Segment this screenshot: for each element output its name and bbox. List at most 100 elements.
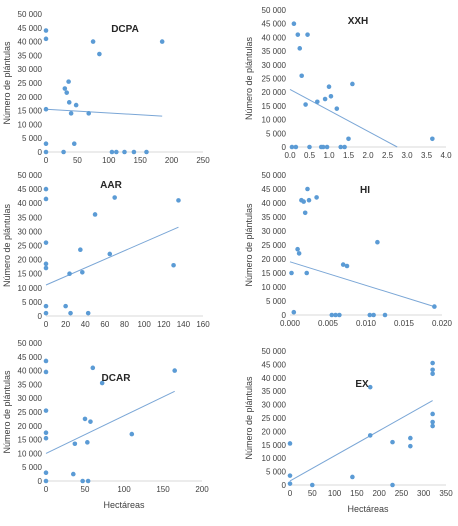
panel-3-data-point: [43, 265, 49, 271]
panel-6-x-tick-label: 150: [350, 489, 364, 498]
panel-4-title: HI: [360, 185, 370, 196]
panel-2-data-point: [324, 144, 330, 150]
panel-5-y-tick-label: 10 000: [18, 449, 43, 458]
panel-1-data-point: [90, 39, 96, 44]
panel-2-data-point: [305, 32, 310, 37]
panel-6-data-point: [367, 433, 373, 438]
panel-3-data-point: [176, 198, 181, 203]
panel-3-x-tick-label: 100: [137, 320, 151, 329]
panel-1-y-tick-label: 0: [38, 148, 43, 157]
panel-1-y-tick-label: 30 000: [18, 65, 43, 74]
panel-2-data-point: [430, 136, 435, 142]
panel-4-data-point: [371, 312, 376, 318]
panel-4-data-point: [305, 186, 310, 192]
panel-4-x-tick-label: 0.005: [318, 319, 339, 328]
panel-1-data-point: [109, 149, 115, 155]
panel-5-y-tick-label: 30 000: [18, 394, 43, 403]
panel-5-data-point: [43, 358, 49, 364]
panel-6-x-axis-label: Hectáreas: [347, 504, 389, 514]
panel-2-x-tick-label: 1.5: [343, 151, 355, 160]
panel-3-y-tick-label: 25 000: [18, 242, 43, 251]
panel-5-y-tick-label: 20 000: [18, 422, 43, 431]
panel-6-data-point: [430, 371, 435, 377]
panel-6-data-point: [287, 441, 293, 446]
panel-2-data-point: [320, 144, 326, 150]
panel-5-data-point: [43, 435, 49, 441]
panel-3-x-tick-label: 120: [157, 320, 171, 329]
panel-5-data-point: [99, 380, 105, 386]
panel-3-data-point: [78, 247, 83, 253]
panel-5-x-tick-label: 100: [117, 485, 131, 494]
panel-3-y-tick-label: 15 000: [18, 270, 43, 279]
panel-3-data-point: [85, 310, 91, 316]
panel-3-y-tick-label: 5 000: [22, 298, 43, 307]
panel-6-data-point: [430, 423, 435, 429]
panel-5-data-point: [129, 431, 135, 437]
panel-3-data-point: [43, 310, 49, 316]
panel-3-data-point: [63, 303, 68, 309]
panel-2-x-tick-label: 3.0: [401, 151, 413, 160]
panel-3-data-point: [43, 186, 49, 192]
panel-3-x-tick-label: 160: [196, 320, 210, 329]
panel-3-y-axis-label: Número de plántulas: [2, 203, 12, 287]
panel-6-data-point: [430, 360, 435, 366]
panel-5-data-point: [172, 368, 177, 373]
panel-5-data-point: [82, 416, 88, 422]
panel-4-y-tick-label: 20 000: [262, 255, 287, 264]
panel-5-data-point: [43, 470, 49, 476]
panel-4-data-point: [340, 262, 346, 267]
panel-2-x-tick-label: 4.0: [440, 151, 452, 160]
panel-4-y-tick-label: 35 000: [262, 213, 287, 222]
panel-5-y-tick-label: 0: [38, 477, 43, 486]
panel-2-data-point: [346, 136, 351, 142]
panel-1-data-point: [144, 149, 149, 155]
panel-2-y-tick-label: 30 000: [262, 61, 287, 70]
panel-4-data-point: [306, 197, 312, 203]
panel-2-data-point: [299, 73, 305, 79]
panel-1-data-point: [66, 100, 72, 105]
panel-6-data-point: [390, 439, 395, 445]
panel-2-data-point: [338, 144, 344, 150]
panel-2-title: XXH: [348, 16, 369, 27]
panel-6-x-tick-label: 350: [439, 489, 453, 498]
panel-1-x-tick-label: 200: [165, 156, 179, 165]
panel-1-data-point: [43, 36, 49, 42]
panel-1-x-tick-label: 100: [102, 156, 116, 165]
panel-4-y-tick-label: 30 000: [262, 227, 287, 236]
panel-4-data-point: [337, 312, 342, 318]
panel-4-y-tick-label: 10 000: [262, 283, 287, 292]
panel-2-trendline: [289, 89, 398, 148]
panel-1-data-point: [73, 102, 79, 108]
panel-3-data-point: [43, 240, 49, 245]
panel-6-data-point: [287, 473, 293, 478]
panel-5-y-tick-label: 50 000: [18, 339, 43, 348]
panel-4-data-point: [301, 199, 306, 204]
panel-2-y-tick-label: 45 000: [262, 20, 287, 29]
panel-4-data-point: [302, 210, 308, 216]
panel-5-data-point: [80, 478, 85, 484]
panel-4-y-axis-label: Número de plántulas: [244, 203, 254, 287]
panel-2-x-tick-label: 3.5: [421, 151, 433, 160]
panel-3-data-point: [43, 303, 49, 309]
panel-1-trendline: [45, 108, 163, 117]
panel-1-x-tick-label: 250: [196, 156, 210, 165]
panel-2-data-point: [342, 144, 347, 150]
panel-4-x-tick-label: 0.015: [394, 319, 415, 328]
panel-5-data-point: [43, 408, 49, 413]
panel-2-y-tick-label: 50 000: [262, 6, 287, 15]
panel-2-data-point: [322, 96, 328, 102]
panel-6-y-tick-label: 10 000: [262, 454, 287, 463]
panel-6-y-tick-label: 0: [282, 481, 287, 490]
panel-6-y-tick-label: 45 000: [262, 360, 287, 369]
panel-1-title: DCPA: [111, 24, 139, 35]
panel-4-data-point: [291, 309, 297, 315]
panel-4-data-point: [375, 239, 380, 245]
panel-2-data-point: [295, 32, 301, 37]
panel-1-y-tick-label: 25 000: [18, 79, 43, 88]
panel-1-x-tick-label: 150: [134, 156, 148, 165]
panel-3-x-tick-label: 40: [81, 320, 90, 329]
panel-1-x-tick-label: 0: [44, 156, 49, 165]
panel-1-data-point: [71, 141, 77, 147]
panel-2-y-tick-label: 40 000: [262, 33, 287, 42]
panel-5-x-tick-label: 150: [156, 485, 170, 494]
